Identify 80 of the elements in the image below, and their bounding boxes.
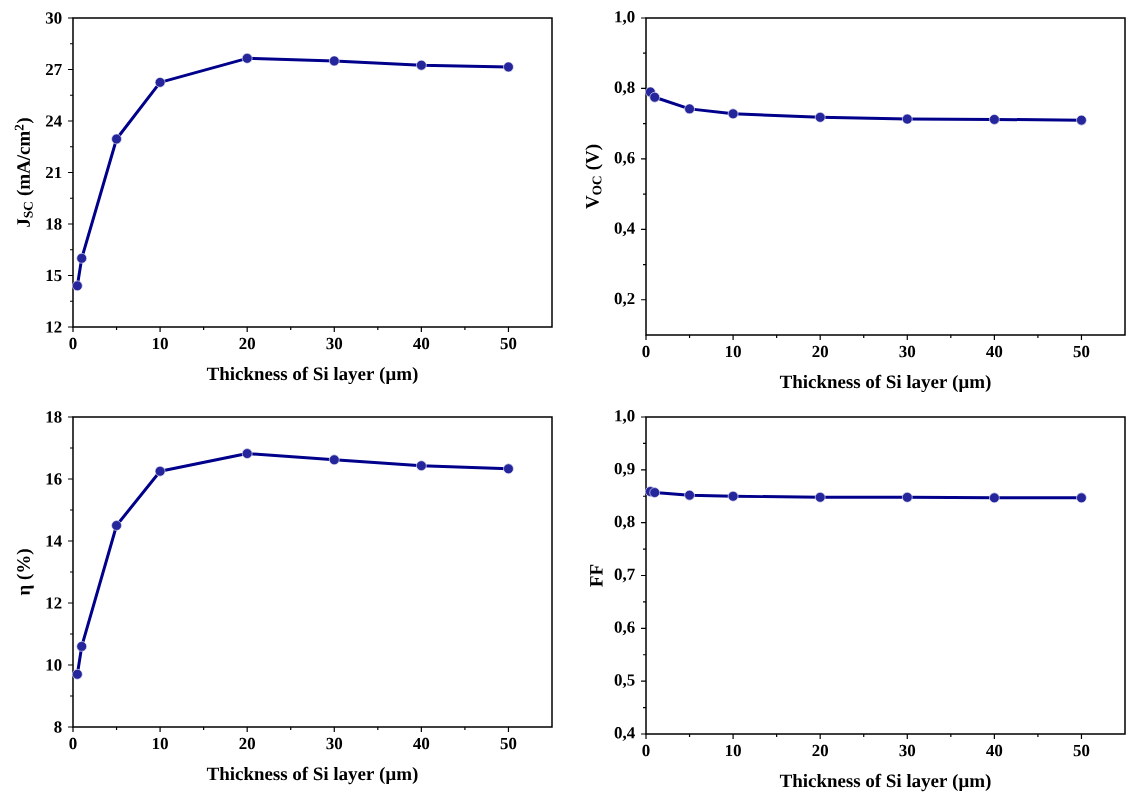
y-axis-title: FF — [590, 564, 603, 587]
point — [241, 448, 253, 459]
x-tick-label: 30 — [899, 345, 916, 358]
y-tick-label: 0,5 — [614, 674, 635, 689]
y-tick-label: 0,2 — [614, 292, 635, 307]
y-tick-label: 1,0 — [615, 410, 635, 424]
x-tick-label: 20 — [812, 744, 829, 757]
x-tick-label: 0 — [69, 337, 77, 350]
point — [727, 108, 739, 120]
point — [154, 77, 166, 88]
x-tick-label: 20 — [239, 737, 256, 750]
y-tick-label: 0,8 — [614, 515, 635, 530]
point — [154, 465, 166, 477]
x-tick-label: 30 — [899, 744, 916, 757]
y-axis-title: V$_{OC}$ (V) — [585, 144, 603, 209]
x-axis-title: Thickness of Si layer (µm) — [779, 773, 991, 792]
x-tick-label: 40 — [413, 337, 430, 350]
y-tick-label: 30 — [45, 12, 62, 24]
y-tick-label: 0,4 — [614, 222, 635, 237]
y-tick-label: 1,0 — [615, 11, 635, 25]
point — [416, 460, 427, 471]
point — [1076, 114, 1087, 126]
point — [76, 641, 87, 652]
y-tick-label: 21 — [45, 166, 62, 179]
y-tick-label: 0,7 — [614, 568, 635, 583]
point — [76, 253, 87, 264]
x-tick-label: 50 — [1073, 345, 1090, 358]
x-axis-title: Thickness of Si layer (µm) — [206, 366, 418, 385]
x-tick-label: 50 — [1073, 744, 1090, 757]
point — [814, 112, 826, 123]
x-tick-label: 0 — [642, 744, 650, 757]
point — [111, 133, 122, 145]
x-tick-label: 50 — [500, 737, 517, 750]
point — [989, 114, 1000, 125]
y-tick-label: 16 — [46, 473, 62, 485]
x-tick-label: 20 — [239, 337, 256, 350]
x-tick-label: 40 — [986, 345, 1003, 358]
point — [503, 61, 514, 73]
point — [111, 520, 122, 531]
x-tick-label: 10 — [152, 737, 168, 750]
y-axis-title: J$_{SC}$ (mA/cm$^{2}$) — [14, 118, 34, 227]
y-tick-label: 15 — [46, 269, 62, 282]
point — [902, 113, 913, 125]
point — [241, 53, 253, 64]
y-tick-label: 0,9 — [614, 462, 635, 477]
y-tick-label: 18 — [46, 218, 62, 230]
point — [328, 55, 340, 67]
point — [72, 280, 83, 292]
x-tick-label: 30 — [326, 337, 343, 350]
x-tick-label: 10 — [725, 744, 741, 757]
x-tick-label: 10 — [725, 345, 741, 358]
y-tick-label: 18 — [46, 411, 62, 423]
y-axis-title: η (%) — [16, 549, 34, 596]
x-tick-label: 20 — [812, 345, 829, 358]
x-tick-label: 10 — [152, 337, 168, 350]
x-tick-label: 50 — [500, 337, 517, 350]
y-tick-label: 0,4 — [614, 727, 635, 741]
y-tick-label: 12 — [46, 321, 62, 333]
x-tick-label: 40 — [986, 744, 1003, 757]
y-tick-label: 0,8 — [614, 81, 635, 96]
point — [416, 59, 427, 71]
y-tick-label: 24 — [45, 115, 62, 127]
x-axis-title: Thickness of Si layer (µm) — [779, 374, 991, 393]
y-tick-label: 14 — [46, 535, 62, 547]
y-tick-label: 0,6 — [614, 151, 635, 166]
x-tick-label: 0 — [69, 737, 77, 750]
point — [72, 669, 83, 680]
x-tick-label: 30 — [326, 737, 343, 750]
x-tick-label: 40 — [413, 737, 430, 750]
x-tick-label: 0 — [642, 345, 650, 358]
y-tick-label: 27 — [45, 63, 62, 76]
x-axis-title: Thickness of Si layer (µm) — [206, 766, 418, 785]
point — [684, 103, 695, 115]
point — [649, 91, 660, 103]
y-tick-label: 8 — [54, 721, 62, 733]
point — [503, 463, 514, 475]
point — [328, 454, 340, 466]
y-tick-label: 10 — [46, 659, 62, 671]
y-tick-label: 0,6 — [614, 621, 635, 636]
y-tick-label: 12 — [46, 597, 62, 609]
